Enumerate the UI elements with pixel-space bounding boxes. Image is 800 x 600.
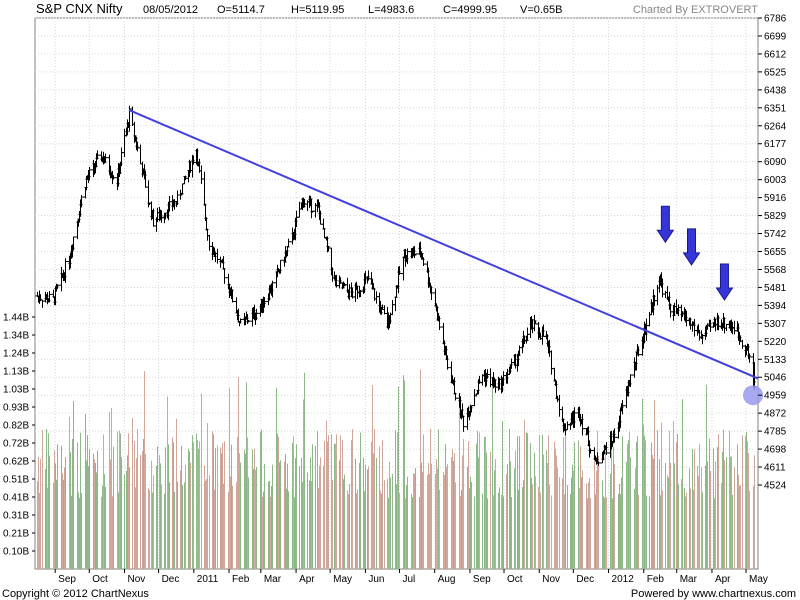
price-tick-label: 4611 (764, 463, 786, 474)
volume-tick-label: 1.03B (3, 385, 29, 396)
volume-tick-label: 0.10B (3, 547, 29, 558)
time-tick-label: Aug (438, 574, 456, 585)
price-tick-label: 4785 (764, 427, 787, 438)
time-tick-label: Jun (368, 574, 384, 585)
volume-tick-label: 1.13B (3, 367, 29, 378)
price-tick-label: 5742 (764, 229, 787, 240)
volume-tick-label: 0.31B (3, 511, 29, 522)
price-tick-label: 5220 (764, 337, 787, 348)
price-tick-label: 5394 (764, 301, 787, 312)
price-tick-label: 6525 (764, 67, 787, 78)
time-tick-label: Dec (162, 574, 180, 585)
volume-tick-label: 0.62B (3, 457, 29, 468)
time-tick-label: Nov (542, 574, 560, 585)
price-tick-label: 5568 (764, 265, 787, 276)
time-tick-label: Oct (92, 574, 108, 585)
price-tick-label: 6264 (764, 121, 787, 132)
header-open: O=5114.7 (217, 4, 265, 16)
price-tick-label: 6090 (764, 157, 787, 168)
price-tick-label: 5829 (764, 211, 787, 222)
price-tick-label: 6003 (764, 175, 787, 186)
time-tick-label: Apr (299, 574, 315, 585)
price-tick-label: 5481 (764, 283, 787, 294)
price-tick-label: 5133 (764, 355, 787, 366)
time-tick-label: Nov (127, 574, 145, 585)
last-price-marker (743, 385, 763, 406)
volume-tick-label: 0.51B (3, 475, 29, 486)
price-tick-label: 6177 (764, 139, 787, 150)
volume-tick-label: 1.44B (3, 313, 29, 324)
time-tick-label: Mar (264, 574, 282, 585)
volume-tick-label: 1.24B (3, 349, 29, 360)
volume-tick-label: 1.34B (3, 331, 29, 342)
volume-layer (37, 369, 755, 569)
chart-credit: Charted By EXTROVERT (633, 4, 758, 16)
volume-tick-label: 0.21B (3, 529, 29, 540)
header-low: L=4983.6 (368, 4, 414, 16)
time-tick-label: Feb (647, 574, 665, 585)
volume-tick-label: 0.82B (3, 421, 29, 432)
volume-tick-label: 0.41B (3, 493, 29, 504)
price-tick-label: 6699 (764, 31, 787, 42)
chart-title: S&P CNX Nifty (36, 1, 123, 16)
header-close: C=4999.95 (443, 4, 497, 16)
price-tick-label: 4872 (764, 409, 787, 420)
price-tick-label: 5046 (764, 373, 787, 384)
volume-tick-label: 0.72B (3, 439, 29, 450)
time-tick-label: Mar (680, 574, 698, 585)
time-tick-label: Oct (507, 574, 523, 585)
time-tick-label: May (333, 574, 352, 585)
time-tick-label: Apr (715, 574, 731, 585)
time-tick-label: Dec (576, 574, 594, 585)
powered-by-link[interactable]: Powered by www.chartnexus.com (631, 588, 796, 600)
price-tick-label: 6351 (764, 103, 787, 114)
price-tick-label: 6438 (764, 85, 787, 96)
copyright-text: Copyright © 2012 ChartNexus (2, 588, 149, 600)
volume-tick-label: 0.93B (3, 403, 29, 414)
price-tick-label: 4959 (764, 391, 787, 402)
time-tick-label: Feb (232, 574, 250, 585)
price-tick-label: 5916 (764, 193, 787, 204)
price-tick-label: 5655 (764, 247, 787, 258)
header-date: 08/05/2012 (143, 4, 198, 16)
price-tick-label: 4698 (764, 445, 787, 456)
down-arrow-marker (715, 263, 734, 301)
overlay-layer (128, 109, 763, 406)
time-tick-label: May (749, 574, 768, 585)
time-tick-label: 2011 (197, 574, 219, 585)
price-tick-label: 6786 (764, 14, 787, 25)
header-high: H=5119.95 (291, 4, 344, 16)
price-tick-label: 6612 (764, 49, 787, 60)
price-layer (35, 105, 757, 466)
down-arrow-marker (682, 228, 701, 266)
time-tick-label: Jul (402, 574, 415, 585)
trendline (128, 109, 759, 380)
price-tick-label: 4524 (764, 481, 787, 492)
price-tick-label: 5307 (764, 319, 787, 330)
time-tick-label: Sep (473, 574, 491, 585)
time-tick-label: Sep (58, 574, 76, 585)
down-arrow-marker (656, 205, 675, 244)
header-volume: V=0.65B (520, 4, 563, 16)
time-tick-label: 2012 (612, 574, 635, 585)
axis-layer: 6786 6699 6612 6525 6438 6351 6264 6177 6090 6003… (3, 14, 787, 586)
